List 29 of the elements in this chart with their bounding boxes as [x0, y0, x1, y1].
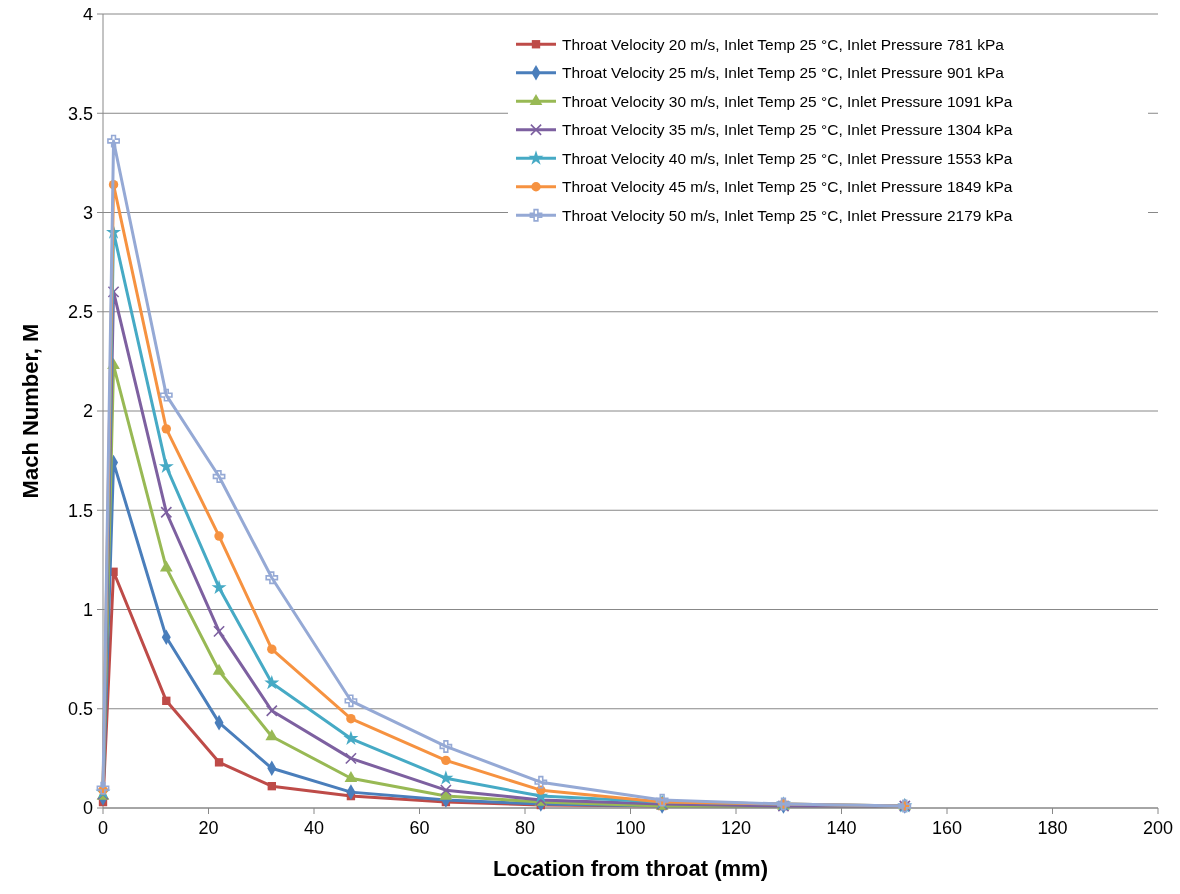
- y-tick-label: 1: [82, 599, 93, 620]
- y-tick-label: 0: [82, 798, 93, 819]
- x-tick-label: 80: [514, 818, 536, 838]
- x-tick-label: 200: [1142, 818, 1174, 838]
- x-tick-label: 20: [198, 818, 219, 838]
- legend-label: Throat Velocity 50 m/s, Inlet Temp 25 °C, Inlet Pressure 2179 kPa: [562, 206, 1013, 224]
- x-tick-label: 120: [720, 818, 752, 838]
- legend-label: Throat Velocity 35 m/s, Inlet Temp 25 °C, Inlet Pressure 1304 kPa: [562, 121, 1013, 139]
- x-tick-label: 0: [97, 818, 109, 838]
- y-tick-label: 1.5: [67, 500, 93, 521]
- x-tick-label: 60: [409, 818, 430, 838]
- y-axis-title: Mach Number, M: [18, 323, 43, 499]
- y-tick-label: 3.5: [67, 103, 93, 124]
- y-tick-label: 2.5: [67, 302, 93, 323]
- legend-label: Throat Velocity 25 m/s, Inlet Temp 25 °C, Inlet Pressure 901 kPa: [562, 64, 1005, 82]
- x-axis-title: Location from throat (mm): [493, 856, 768, 881]
- x-tick-label: 140: [826, 818, 857, 838]
- x-tick-label: 180: [1037, 818, 1068, 838]
- legend-label: Throat Velocity 20 m/s, Inlet Temp 25 °C, Inlet Pressure 781 kPa: [562, 35, 1005, 53]
- y-tick-label: 3: [82, 202, 93, 223]
- x-tick-label: 40: [303, 818, 325, 838]
- legend-label: Throat Velocity 45 m/s, Inlet Temp 25 °C, Inlet Pressure 1849 kPa: [562, 178, 1013, 196]
- legend-label: Throat Velocity 40 m/s, Inlet Temp 25 °C, Inlet Pressure 1553 kPa: [562, 149, 1013, 167]
- y-tick-label: 2: [82, 401, 93, 422]
- y-tick-label: 4: [82, 4, 93, 25]
- x-tick-label: 100: [615, 818, 646, 838]
- legend-label: Throat Velocity 30 m/s, Inlet Temp 25 °C, Inlet Pressure 1091 kPa: [562, 92, 1013, 110]
- x-tick-label: 160: [931, 818, 963, 838]
- y-tick-label: 0.5: [67, 699, 93, 720]
